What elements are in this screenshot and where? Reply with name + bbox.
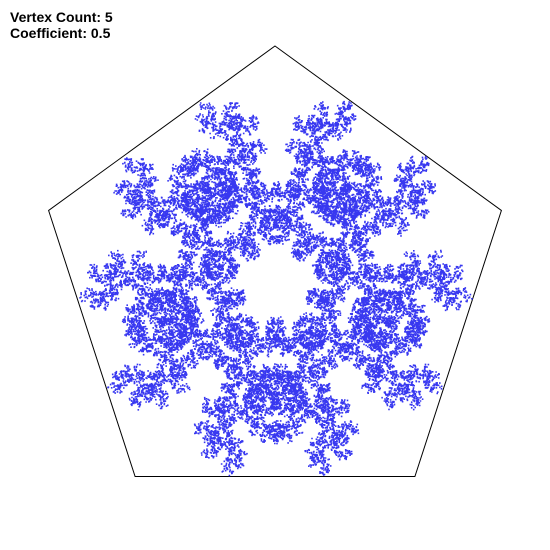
pentagon-outline	[48, 45, 502, 477]
coefficient-label: Coefficient: 0.5	[10, 25, 111, 41]
info-panel: Vertex Count: 5 Coefficient: 0.5	[10, 9, 113, 41]
vertex-count-label: Vertex Count: 5	[10, 9, 113, 25]
fractal-points	[79, 100, 473, 477]
